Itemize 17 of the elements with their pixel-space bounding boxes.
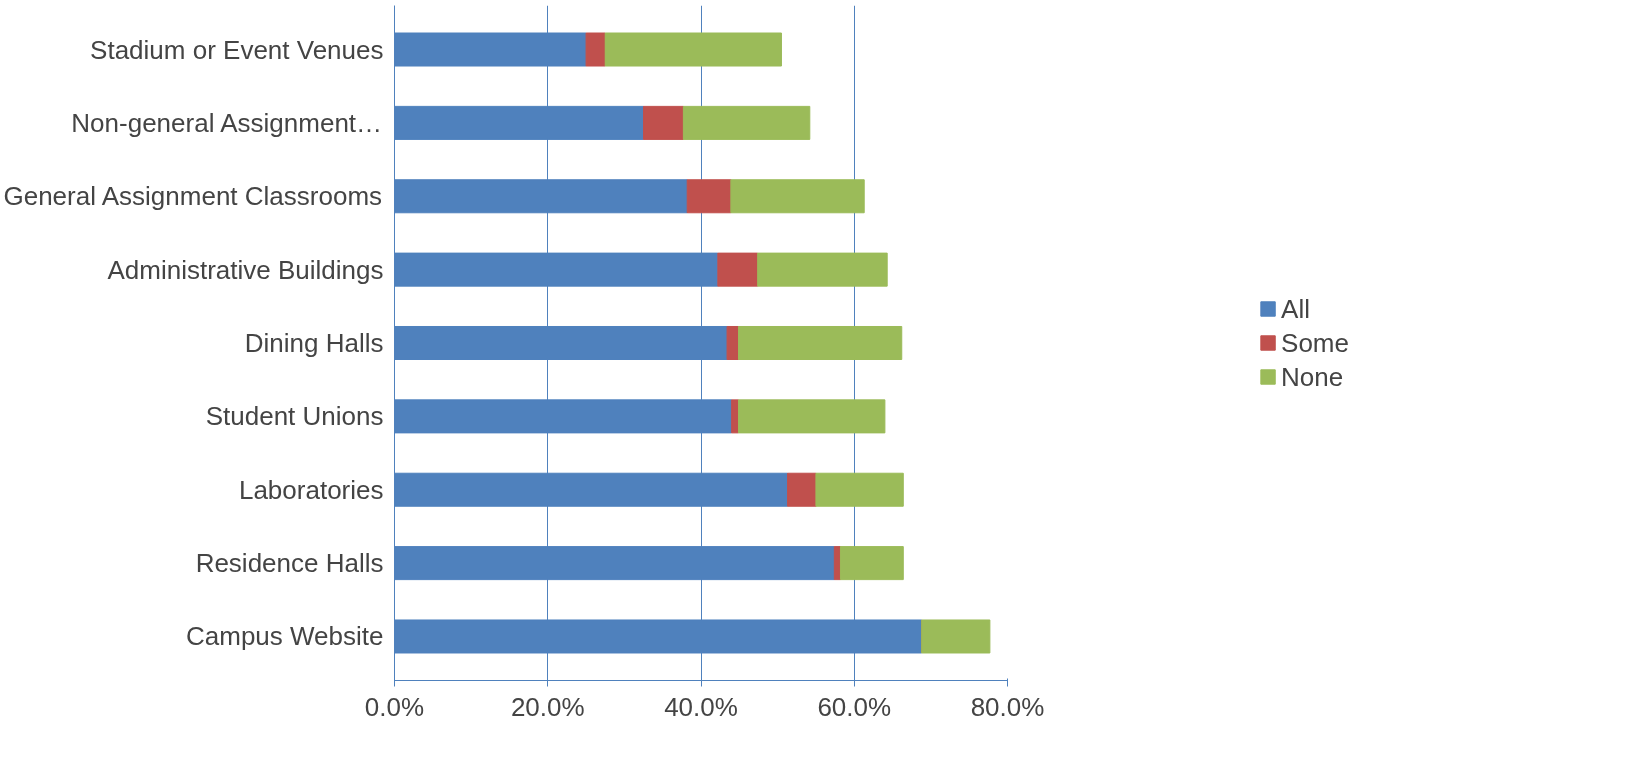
y-tick-label: Dining Halls <box>244 328 384 358</box>
x-tick-label: 80.0% <box>970 691 1045 722</box>
y-tick-label: Laboratories <box>238 474 384 505</box>
y-tick-label: Campus Website <box>186 621 384 652</box>
y-tick-label: General Assignment Classrooms <box>3 181 383 212</box>
legend-label: All <box>1281 293 1310 324</box>
x-tick-label: 0.0% <box>364 691 425 722</box>
x-tick-label: 40.0% <box>664 691 738 722</box>
y-tick-label: Stadium or Event Venues <box>90 34 384 65</box>
legend-label: Some <box>1281 327 1349 358</box>
y-tick-label: Residence Halls <box>195 548 384 579</box>
legend-label: None <box>1281 361 1344 392</box>
y-tick-label: Administrative Buildings <box>107 254 384 285</box>
x-tick-label: 60.0% <box>817 691 892 722</box>
y-tick-label: Non-general Assignment… <box>71 107 383 138</box>
x-tick-label: 20.0% <box>510 691 585 722</box>
y-tick-label: Student Unions <box>205 401 384 432</box>
